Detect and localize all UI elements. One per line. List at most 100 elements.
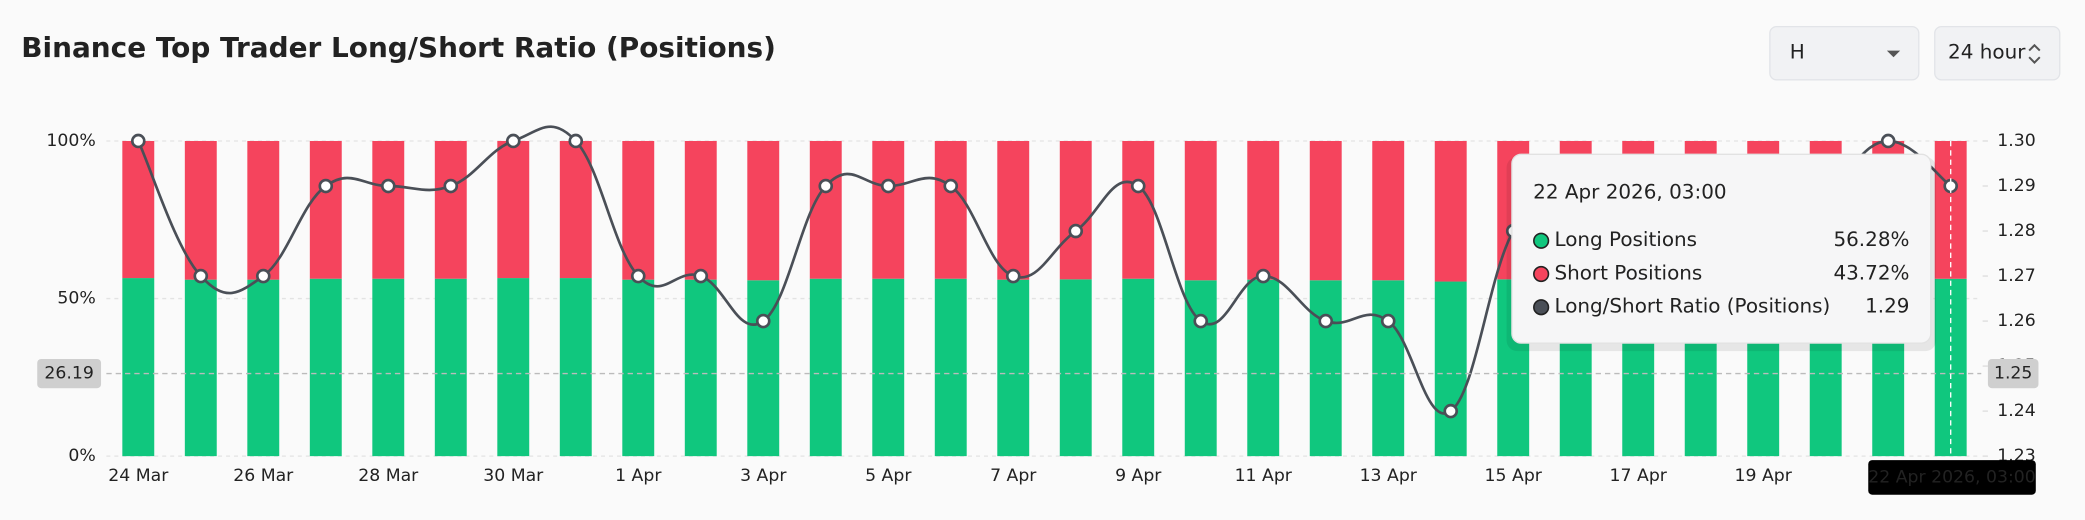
bar-segment (184, 140, 217, 280)
bar-segment (1372, 140, 1405, 281)
crosshair-y2-label: 1.25 (1994, 364, 2032, 384)
tooltip-value: 43.72% (1833, 260, 1909, 284)
bar-segment (1434, 281, 1467, 457)
bar-segment (997, 140, 1030, 280)
x-tick-label: 7 Apr (990, 466, 1037, 486)
bar-segment (247, 140, 280, 280)
y-tick-label: 100% (46, 131, 95, 151)
bar-segment (372, 140, 405, 279)
ratio-point (568, 133, 584, 149)
bar-segment (872, 278, 905, 457)
bar-segment (1309, 140, 1342, 281)
bar-segment (684, 140, 717, 280)
range-select[interactable]: 24 hour (1934, 25, 2061, 81)
bar-segment (872, 140, 905, 279)
x-tick-label: 1 Apr (615, 466, 662, 486)
y2-tick-label: 1.29 (1997, 176, 2035, 196)
bar-segment (372, 278, 405, 457)
bar-segment (1247, 279, 1280, 457)
tooltip-title: 22 Apr 2026, 03:00 (1533, 179, 1726, 203)
interval-select[interactable]: H (1769, 25, 1920, 81)
select-value[interactable]: 24 hour (1948, 40, 2026, 64)
ratio-point (818, 178, 834, 194)
y2-tick-label: 1.28 (1997, 221, 2035, 241)
ratio-point (1005, 268, 1021, 284)
caret (1886, 50, 1901, 58)
ratio-point (1380, 313, 1396, 329)
tooltip-swatch (1533, 265, 1550, 283)
ratio-point (505, 133, 521, 149)
crosshair-label-box (1868, 460, 2036, 495)
bar-segment (1122, 140, 1155, 279)
select-box[interactable] (1769, 25, 1920, 81)
bar-segment (122, 140, 155, 279)
tooltip-value: 56.28% (1833, 227, 1909, 251)
bar-segment (934, 140, 967, 279)
bar-segment (559, 278, 592, 457)
x-tick-label: 11 Apr (1235, 466, 1293, 486)
select-box[interactable] (1934, 25, 2061, 81)
x-tick-label: 30 Mar (483, 466, 544, 486)
ratio-point (880, 178, 896, 194)
x-tick-label: 9 Apr (1115, 466, 1162, 486)
ratio-point (943, 178, 959, 194)
ratio-point (630, 268, 646, 284)
ratio-point (1130, 178, 1146, 194)
ratio-point (755, 313, 771, 329)
y2-tick-label: 1.30 (1997, 131, 2035, 151)
tooltip: 22 Apr 2026, 03:00 Long Positions 56.28% Sh… (1506, 153, 1937, 352)
bar-segment (1184, 140, 1217, 281)
bar-segment (747, 140, 780, 281)
bar-segment (1122, 278, 1155, 457)
ratio-point (318, 178, 334, 194)
crosshair-label-box (37, 358, 102, 389)
plot: 0%50%100%1.231.241.251.261.271.281.291.3… (46, 125, 2036, 486)
ratio-point (1443, 403, 1459, 419)
bar-segment (434, 278, 467, 457)
y-tick-label: 50% (57, 289, 95, 309)
x-tick-label: 26 Mar (233, 466, 294, 486)
x-tick-label: 17 Apr (1610, 466, 1668, 486)
bar-segment (1059, 279, 1092, 457)
bar-segment (247, 279, 280, 457)
x-tick-label: 3 Apr (740, 466, 787, 486)
bar-segment (309, 278, 342, 457)
ratio-point (1880, 133, 1896, 149)
bar-segment (1434, 140, 1467, 282)
x-tick-label: 19 Apr (1735, 466, 1793, 486)
ratio-point (1318, 313, 1334, 329)
bar-segment (1059, 140, 1092, 280)
ratio-point (1193, 313, 1209, 329)
ratio-point (193, 268, 209, 284)
bar-segment (497, 278, 530, 457)
bar-segment (1372, 280, 1405, 457)
x-tick-label: 5 Apr (865, 466, 912, 486)
x-tick-label: 13 Apr (1360, 466, 1418, 486)
y2-tick-label: 1.27 (1997, 266, 2035, 286)
ratio-point (380, 178, 396, 194)
x-tick-label: 24 Mar (108, 466, 169, 486)
bar-segment (559, 140, 592, 279)
bar-segment (309, 140, 342, 279)
crosshair-x-label: 22 Apr 2026, 03:00 (1868, 467, 2036, 487)
y-tick-label: 0% (68, 446, 95, 466)
ratio-point (1068, 223, 1084, 239)
x-tick-label: 15 Apr (1485, 466, 1543, 486)
bar-segment (997, 279, 1030, 457)
y2-tick-label: 1.24 (1997, 401, 2035, 421)
select-value[interactable]: H (1790, 40, 1805, 64)
tooltip-value: 1.29 (1865, 294, 1909, 318)
bar-segment (122, 278, 155, 457)
bar-segment (1309, 280, 1342, 457)
tooltip-box (1511, 153, 1932, 344)
ratio-point (130, 133, 146, 149)
ratio-point (1255, 268, 1271, 284)
crosshair-y-label: 26.19 (44, 364, 93, 384)
bar-segment (434, 140, 467, 279)
tooltip-name: Long/Short Ratio (Positions) (1554, 294, 1830, 318)
chart-title: Binance Top Trader Long/Short Ratio (Pos… (21, 31, 776, 64)
tooltip-swatch (1533, 299, 1550, 316)
x-tick-label: 28 Mar (358, 466, 419, 486)
